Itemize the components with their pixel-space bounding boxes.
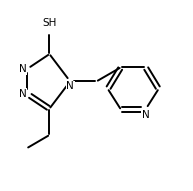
Text: N: N <box>19 89 27 99</box>
Text: N: N <box>141 110 149 120</box>
Text: N: N <box>19 64 27 74</box>
Text: N: N <box>66 81 74 91</box>
Text: SH: SH <box>42 18 57 28</box>
